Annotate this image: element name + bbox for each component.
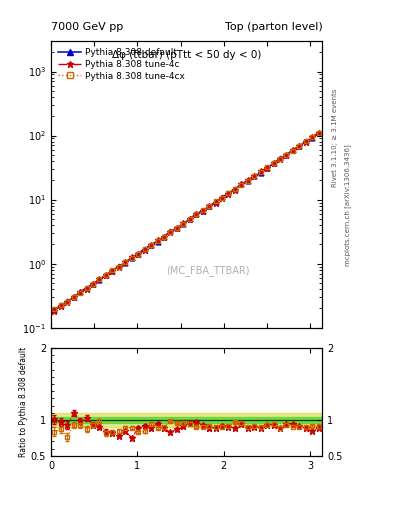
Text: (MC_FBA_TTBAR): (MC_FBA_TTBAR)	[167, 265, 250, 276]
Text: Top (parton level): Top (parton level)	[224, 22, 322, 32]
Bar	[51, 417, 322, 423]
Text: mcplots.cern.ch [arXiv:1306.3436]: mcplots.cern.ch [arXiv:1306.3436]	[344, 144, 351, 266]
Legend: Pythia 8.308 default, Pythia 8.308 tune-4c, Pythia 8.308 tune-4cx: Pythia 8.308 default, Pythia 8.308 tune-…	[55, 46, 188, 83]
Bar	[51, 413, 322, 427]
Text: Rivet 3.1.10; ≥ 3.1M events: Rivet 3.1.10; ≥ 3.1M events	[332, 89, 338, 187]
Text: Δφ (t̅tbar) (pTtt < 50 dy < 0): Δφ (t̅tbar) (pTtt < 50 dy < 0)	[112, 50, 261, 59]
Text: 7000 GeV pp: 7000 GeV pp	[51, 22, 123, 32]
Y-axis label: Ratio to Pythia 8.308 default: Ratio to Pythia 8.308 default	[19, 347, 28, 457]
